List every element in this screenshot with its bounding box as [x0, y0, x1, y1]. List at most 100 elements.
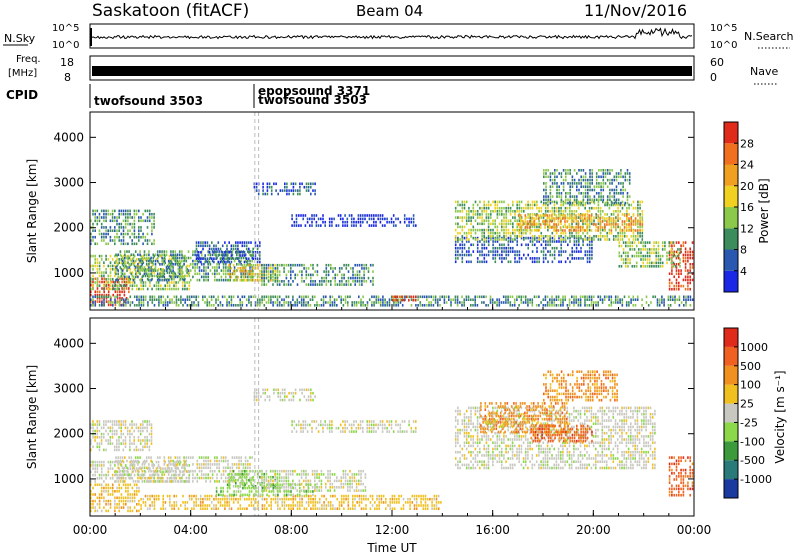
scatter-cell: [571, 257, 573, 260]
scatter-cell: [181, 259, 183, 263]
scatter-cell: [584, 235, 586, 238]
scatter-cell: [126, 432, 129, 436]
scatter-cell: [551, 295, 553, 299]
scatter-cell: [200, 269, 203, 272]
scatter-cell: [200, 275, 203, 279]
freq-label-line1: Freq.: [16, 54, 41, 65]
scatter-cell: [207, 250, 209, 253]
scatter-cell: [684, 259, 687, 263]
scatter-cell: [620, 192, 622, 195]
scatter-cell: [520, 223, 522, 226]
scatter-cell: [96, 429, 99, 433]
scatter-cell: [148, 463, 150, 466]
scatter-cell: [222, 469, 225, 473]
scatter-cell: [251, 256, 253, 260]
scatter-cell: [138, 470, 140, 474]
scatter-cell: [507, 240, 510, 243]
scatter-cell: [553, 298, 555, 301]
scatter-cell: [481, 216, 483, 219]
scatter-cell: [132, 259, 135, 263]
scatter-cell: [633, 241, 636, 244]
scatter-cell: [628, 172, 631, 175]
scatter-cell: [270, 295, 272, 299]
scatter-cell: [325, 283, 328, 286]
scatter-cell: [300, 301, 303, 304]
scatter-cell: [203, 466, 205, 470]
scatter-cell: [531, 250, 534, 253]
scatter-cell: [122, 499, 125, 503]
scatter-cell: [239, 266, 241, 270]
scatter-cell: [361, 283, 363, 286]
scatter-cell: [689, 295, 692, 299]
scatter-cell: [628, 225, 630, 229]
scatter-cell: [650, 301, 652, 304]
scatter-cell: [129, 439, 131, 442]
scatter-cell: [553, 304, 555, 307]
scatter-cell: [116, 429, 118, 433]
scatter-cell: [602, 175, 605, 179]
scatter-cell: [613, 195, 616, 198]
scatter-cell: [92, 304, 94, 307]
scatter-cell: [404, 295, 406, 299]
scatter-cell: [560, 301, 562, 304]
scatter-cell: [675, 281, 678, 285]
scatter-cell: [109, 264, 112, 268]
scatter-cell: [133, 212, 136, 216]
scatter-cell: [603, 223, 606, 226]
scatter-cell: [523, 231, 525, 235]
scatter-cell: [137, 275, 139, 279]
scatter-cell: [470, 219, 472, 222]
scatter-cell: [155, 274, 158, 278]
scatter-cell: [292, 182, 295, 186]
scatter-cell: [109, 298, 112, 301]
scatter-cell: [154, 253, 157, 257]
scatter-cell: [512, 246, 514, 250]
scatter-cell: [263, 295, 266, 299]
scatter-cell: [294, 301, 296, 304]
scatter-cell: [111, 473, 114, 477]
scatter-cell: [316, 273, 319, 277]
scatter-cell: [630, 229, 632, 232]
scatter-cell: [142, 281, 145, 284]
scatter-cell: [204, 301, 206, 304]
scatter-cell: [670, 251, 673, 255]
scatter-cell: [410, 217, 413, 221]
scatter-cell: [153, 274, 156, 278]
scatter-cell: [687, 278, 689, 282]
scatter-cell: [659, 261, 662, 265]
scatter-cell: [103, 298, 105, 301]
scatter-cell: [153, 473, 156, 477]
scatter-cell: [481, 301, 483, 304]
scatter-cell: [237, 304, 239, 307]
scatter-cell: [588, 206, 591, 210]
scatter-cell: [133, 261, 136, 264]
scatter-cell: [133, 268, 136, 271]
scatter-cell: [96, 300, 99, 303]
scatter-cell: [239, 254, 241, 257]
scatter-cell: [632, 214, 635, 217]
scatter-cell: [360, 298, 362, 301]
scatter-cell: [606, 231, 608, 235]
scatter-cell: [419, 304, 422, 307]
scatter-cell: [230, 301, 233, 304]
scatter-cell: [496, 210, 499, 213]
scatter-cell: [588, 228, 591, 232]
scatter-cell: [325, 263, 328, 267]
scatter-cell: [109, 429, 112, 433]
scatter-cell: [551, 298, 553, 301]
scatter-cell: [157, 277, 160, 281]
scatter-cell: [268, 185, 271, 189]
scatter-cell: [617, 172, 620, 175]
scatter-cell: [90, 293, 92, 297]
scatter-cell: [601, 226, 604, 229]
scatter-cell: [105, 486, 107, 490]
scatter-cell: [101, 301, 103, 304]
scatter-cell: [232, 257, 235, 260]
scatter-cell: [609, 192, 611, 195]
scatter-cell: [505, 250, 507, 253]
scatter-cell: [186, 287, 188, 291]
scatter-cell: [682, 253, 685, 257]
scatter-cell: [220, 259, 223, 263]
scatter-cell: [514, 250, 516, 253]
